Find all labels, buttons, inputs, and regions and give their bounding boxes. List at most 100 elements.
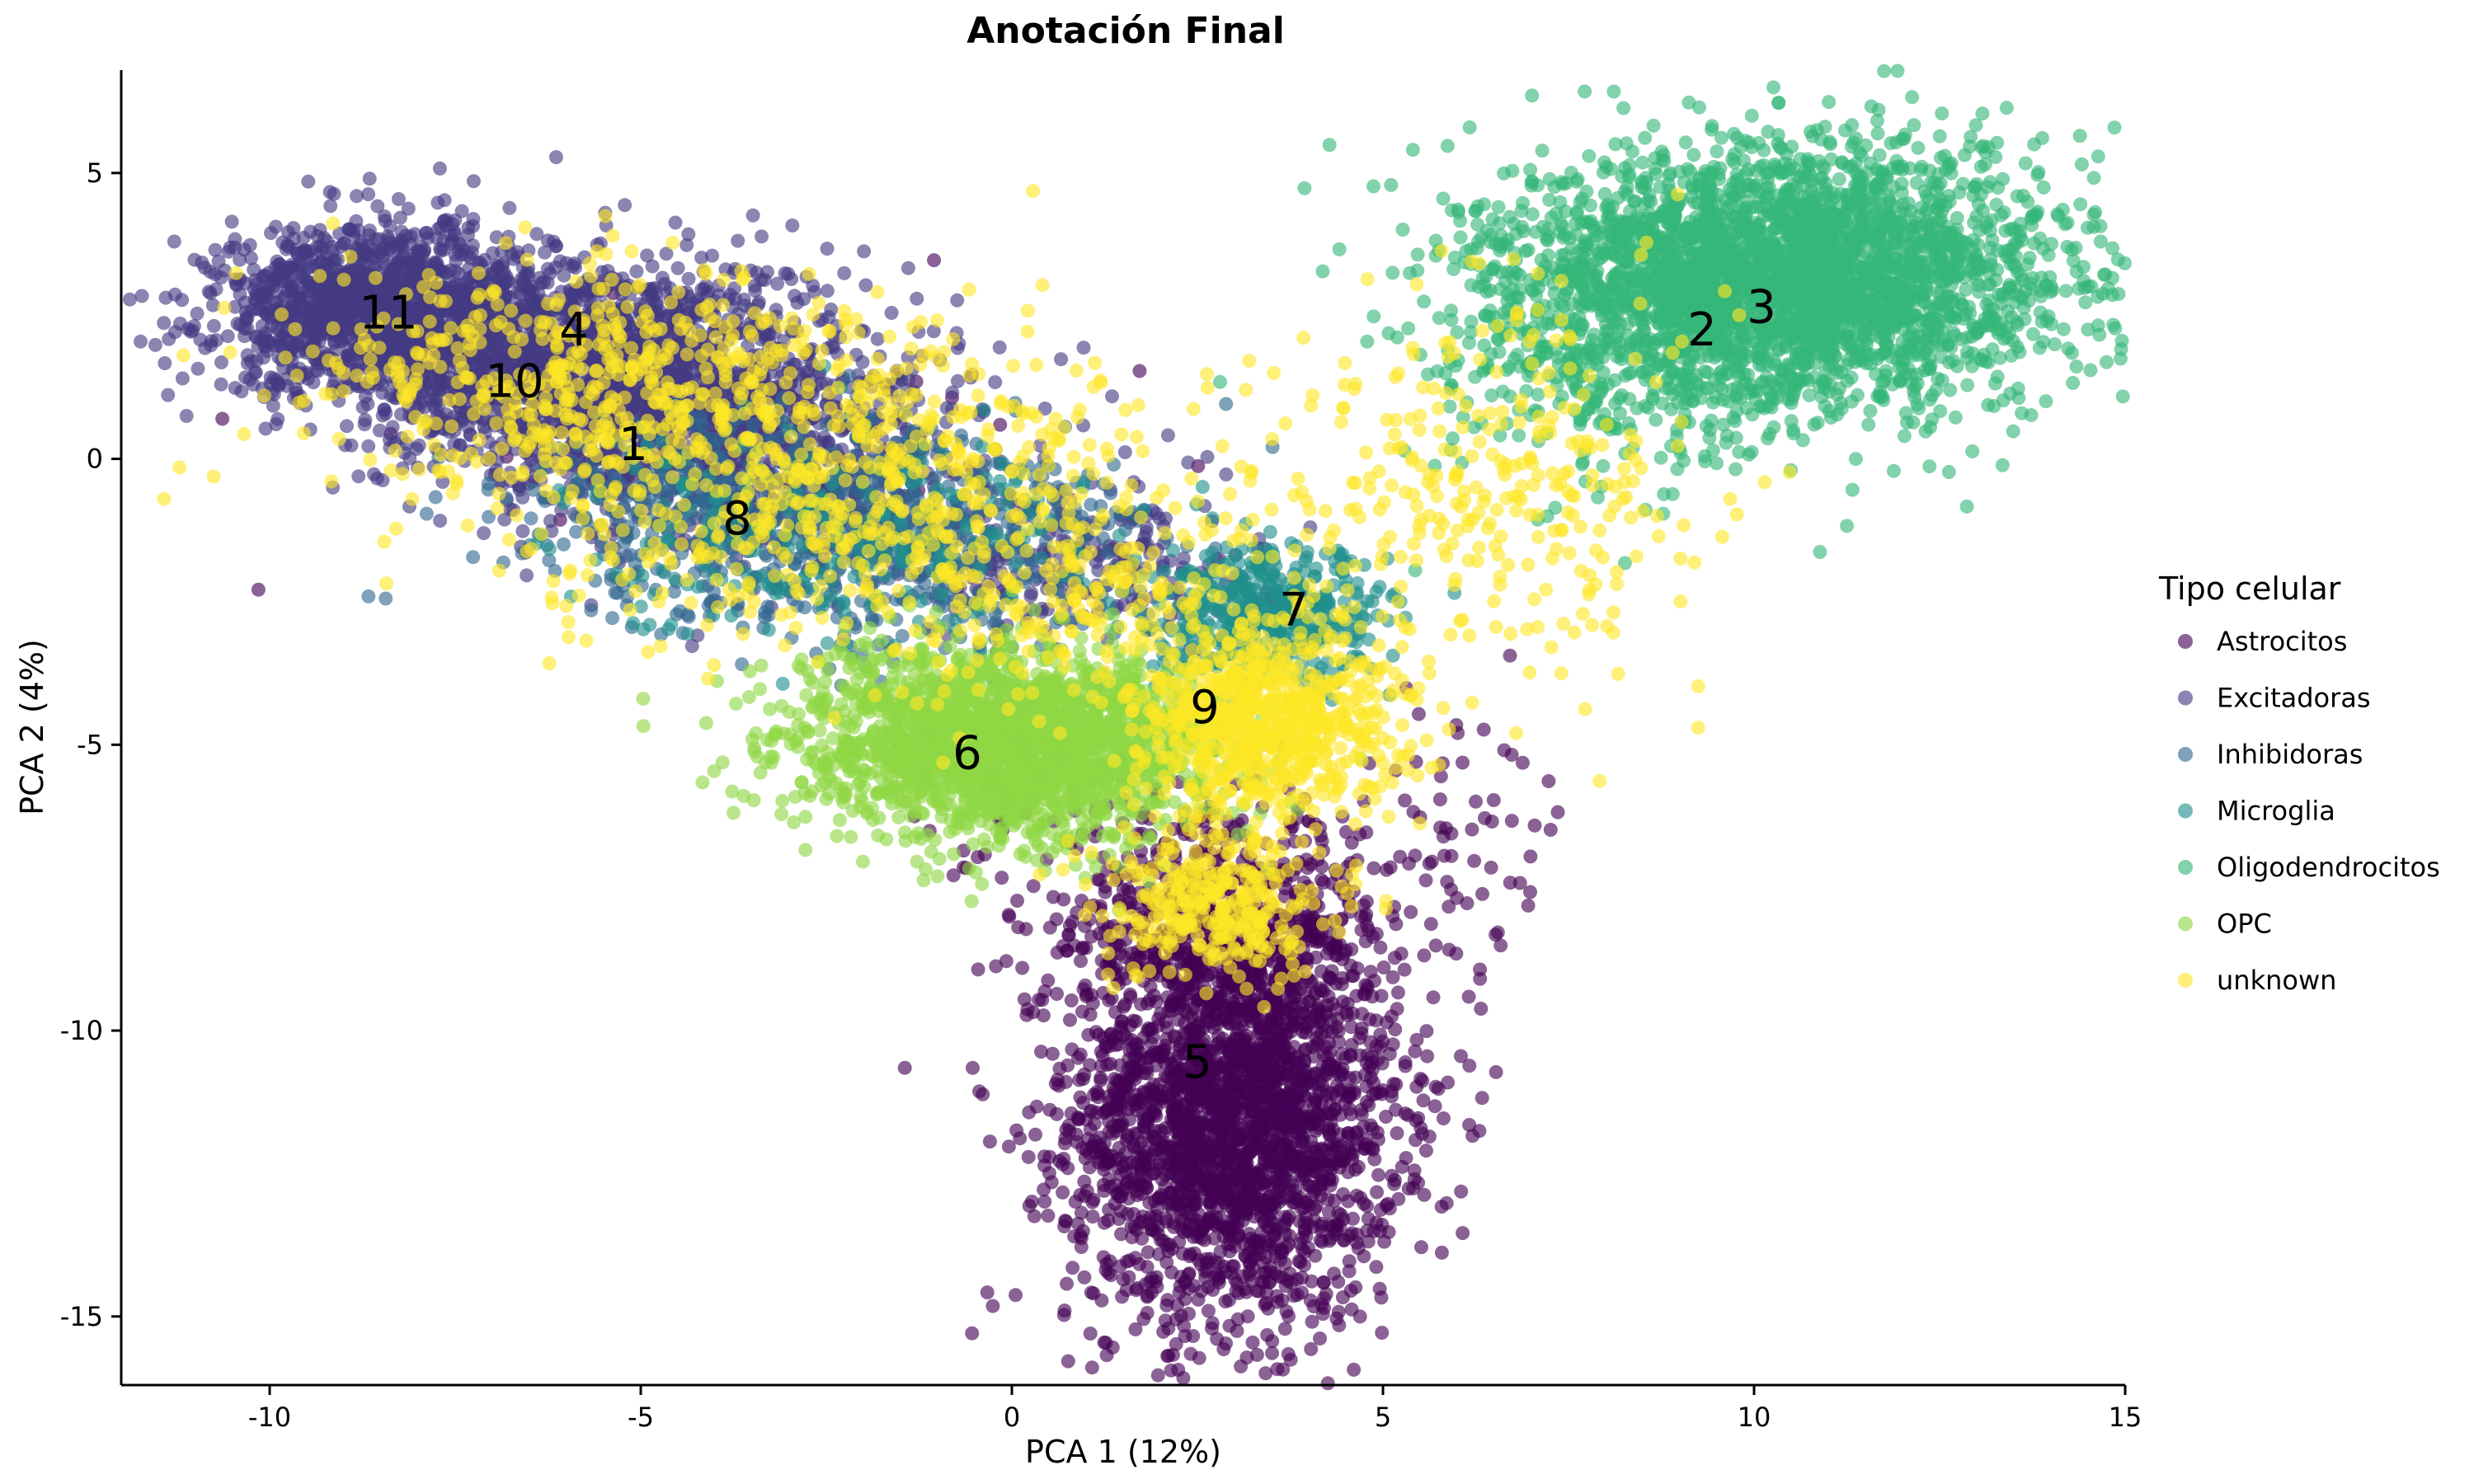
data-point (1375, 1218, 1390, 1232)
data-point (1164, 1186, 1178, 1200)
data-point (206, 318, 221, 333)
data-point (1098, 885, 1112, 899)
data-point (301, 174, 316, 189)
data-point (1201, 968, 1216, 983)
data-point (1201, 1303, 1216, 1318)
data-point (1112, 1212, 1126, 1226)
data-point (1343, 958, 1358, 973)
data-point (1061, 1161, 1075, 1176)
data-point (340, 419, 354, 434)
data-point (355, 237, 369, 252)
data-point (1371, 1167, 1385, 1182)
data-point (1199, 1009, 1214, 1024)
data-point (1333, 1153, 1348, 1168)
data-point (1156, 1324, 1171, 1339)
data-point (785, 218, 800, 232)
data-point (1342, 1264, 1357, 1279)
data-point (1170, 1298, 1185, 1313)
data-point (1141, 1289, 1155, 1303)
data-point (270, 321, 285, 336)
data-point (1140, 1306, 1155, 1320)
data-point (1422, 857, 1437, 871)
data-point (1128, 1014, 1143, 1029)
data-point (1056, 1185, 1070, 1200)
data-point (1072, 1073, 1087, 1087)
data-point (1211, 1036, 1225, 1050)
data-point (1370, 1185, 1384, 1200)
data-point (1164, 1363, 1178, 1378)
data-point (1331, 1205, 1346, 1220)
data-point (1089, 1084, 1104, 1099)
data-point (1059, 943, 1074, 958)
data-point (965, 1326, 980, 1341)
data-point (1233, 1118, 1248, 1132)
data-point (148, 337, 162, 352)
data-point (995, 871, 1009, 885)
data-point (681, 271, 696, 286)
data-point (1305, 1314, 1319, 1329)
data-point (1313, 1331, 1327, 1345)
data-point (1130, 1157, 1145, 1172)
data-point (1339, 1005, 1354, 1020)
data-point (179, 409, 194, 423)
data-point (358, 412, 373, 427)
data-point (982, 1134, 997, 1149)
data-point (1020, 1002, 1035, 1017)
data-point (1178, 1097, 1192, 1111)
data-point (1504, 814, 1519, 829)
data-point (1225, 1174, 1239, 1189)
data-point (1385, 1084, 1399, 1099)
data-point (1082, 1160, 1097, 1175)
data-point (1543, 823, 1558, 837)
data-point (1187, 996, 1202, 1011)
data-point (1354, 923, 1369, 937)
data-point (1323, 1178, 1338, 1193)
data-point (123, 292, 137, 307)
scatter-points (123, 63, 2132, 1391)
data-point (1362, 1059, 1377, 1074)
data-point (1267, 1062, 1282, 1077)
data-point (1462, 1118, 1477, 1132)
data-point (1074, 954, 1088, 969)
data-point (1044, 1175, 1059, 1190)
data-point (1222, 1228, 1237, 1243)
data-point (1177, 1318, 1192, 1333)
data-point (1064, 993, 1079, 1007)
data-point (1413, 1120, 1428, 1135)
data-point (355, 250, 370, 265)
data-point (1383, 860, 1398, 875)
data-point (1382, 1047, 1397, 1061)
data-point (1277, 1219, 1291, 1233)
data-point (162, 331, 176, 346)
data-point (1484, 860, 1498, 875)
data-point (1361, 1211, 1376, 1226)
data-point (302, 325, 317, 340)
data-point (1258, 1266, 1273, 1280)
data-point (257, 290, 271, 304)
data-point (1402, 857, 1416, 871)
data-point (1216, 998, 1231, 1013)
data-point (1114, 1227, 1128, 1242)
data-point (157, 316, 172, 331)
data-point (1329, 937, 1343, 952)
data-point (548, 239, 563, 254)
data-point (286, 303, 301, 317)
data-point (1282, 1237, 1296, 1252)
data-point (1230, 1052, 1244, 1067)
data-point (1413, 1072, 1428, 1086)
data-point (1088, 1134, 1103, 1148)
data-point (1086, 1286, 1101, 1301)
data-point (1111, 1119, 1126, 1134)
data-point (1113, 1019, 1128, 1034)
data-point (1130, 1093, 1145, 1108)
data-point (251, 582, 266, 597)
data-point (1073, 1047, 1088, 1062)
data-point (1441, 1075, 1456, 1090)
data-point (1036, 1008, 1051, 1023)
data-point (1398, 1059, 1413, 1073)
data-point (1342, 1083, 1357, 1098)
data-point (1108, 1005, 1122, 1020)
data-point (1342, 1254, 1357, 1269)
data-point (1065, 1261, 1080, 1275)
data-point (286, 221, 301, 236)
